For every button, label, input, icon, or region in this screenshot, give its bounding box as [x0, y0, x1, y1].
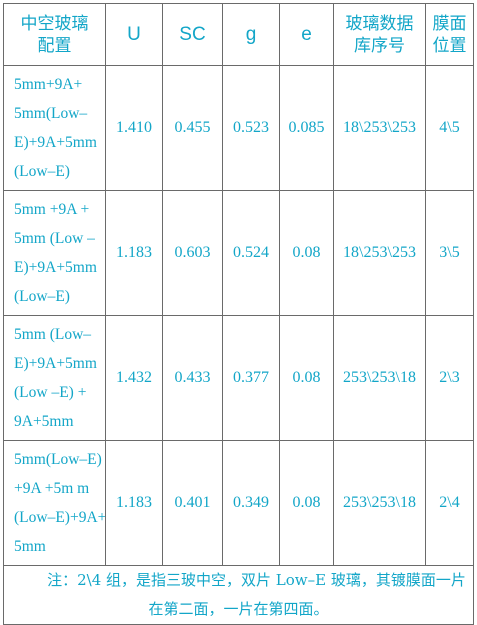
- e-value-cell: 0.08: [279, 315, 334, 441]
- header-database-number: 玻璃数据 库序号: [333, 3, 426, 66]
- table-note: 注：2\4 组，是指三玻中空，双片 Low–E 玻璃，其镀膜面一片在第二面，一片…: [3, 565, 474, 625]
- header-film-position: 膜面 位置: [425, 3, 474, 66]
- database-number-cell: 253\253\18: [333, 315, 426, 441]
- e-value-cell: 0.085: [279, 65, 334, 191]
- e-value-cell: 0.08: [279, 190, 334, 316]
- config-cell: 5mm (Low– E)+9A+5mm (Low –E) + 9A+5mm: [3, 315, 106, 441]
- header-row: 中空玻璃 配置 U SC g e 玻璃数据 库序号 膜面 位置: [3, 3, 474, 66]
- header-g: g: [222, 3, 280, 66]
- config-cell: 5mm +9A + 5mm (Low – E)+9A+5mm (Low–E): [3, 190, 106, 316]
- table-row: 5mm +9A + 5mm (Low – E)+9A+5mm (Low–E) 1…: [3, 190, 474, 316]
- g-value-cell: 0.524: [222, 190, 280, 316]
- e-value-cell: 0.08: [279, 440, 334, 566]
- config-cell: 5mm+9A+ 5mm(Low– E)+9A+5mm (Low–E): [3, 65, 106, 191]
- glass-spec-table: 中空玻璃 配置 U SC g e 玻璃数据 库序号 膜面 位置 5mm+9A+ …: [3, 3, 474, 625]
- header-config: 中空玻璃 配置: [3, 3, 106, 66]
- table-row: 5mm+9A+ 5mm(Low– E)+9A+5mm (Low–E) 1.410…: [3, 65, 474, 191]
- database-number-cell: 18\253\253: [333, 190, 426, 316]
- sc-value-cell: 0.455: [162, 65, 223, 191]
- sc-value-cell: 0.401: [162, 440, 223, 566]
- g-value-cell: 0.377: [222, 315, 280, 441]
- database-number-cell: 253\253\18: [333, 440, 426, 566]
- table-row: 5mm (Low– E)+9A+5mm (Low –E) + 9A+5mm 1.…: [3, 315, 474, 441]
- film-position-cell: 3\5: [425, 190, 474, 316]
- u-value-cell: 1.410: [105, 65, 163, 191]
- config-cell: 5mm(Low–E) +9A +5m m (Low–E)+9A+ 5mm: [3, 440, 106, 566]
- table-row: 5mm(Low–E) +9A +5m m (Low–E)+9A+ 5mm 1.1…: [3, 440, 474, 566]
- g-value-cell: 0.523: [222, 65, 280, 191]
- film-position-cell: 2\3: [425, 315, 474, 441]
- u-value-cell: 1.183: [105, 190, 163, 316]
- database-number-cell: 18\253\253: [333, 65, 426, 191]
- sc-value-cell: 0.603: [162, 190, 223, 316]
- note-row: 注：2\4 组，是指三玻中空，双片 Low–E 玻璃，其镀膜面一片在第二面，一片…: [3, 565, 474, 625]
- film-position-cell: 2\4: [425, 440, 474, 566]
- u-value-cell: 1.183: [105, 440, 163, 566]
- g-value-cell: 0.349: [222, 440, 280, 566]
- film-position-cell: 4\5: [425, 65, 474, 191]
- sc-value-cell: 0.433: [162, 315, 223, 441]
- header-sc: SC: [162, 3, 223, 66]
- header-e: e: [279, 3, 334, 66]
- u-value-cell: 1.432: [105, 315, 163, 441]
- header-u: U: [105, 3, 163, 66]
